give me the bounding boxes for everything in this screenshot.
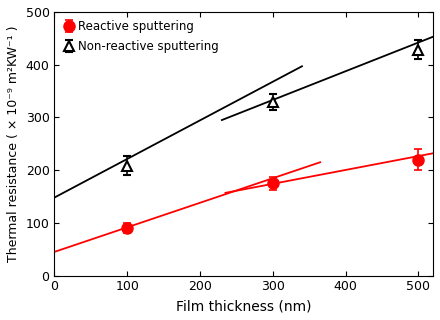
X-axis label: Film thickness (nm): Film thickness (nm) [176,299,312,313]
Y-axis label: Thermal resistance ( × 10⁻⁹ m²KW⁻¹ ): Thermal resistance ( × 10⁻⁹ m²KW⁻¹ ) [7,26,20,262]
Legend: Reactive sputtering, Non-reactive sputtering: Reactive sputtering, Non-reactive sputte… [60,18,221,56]
